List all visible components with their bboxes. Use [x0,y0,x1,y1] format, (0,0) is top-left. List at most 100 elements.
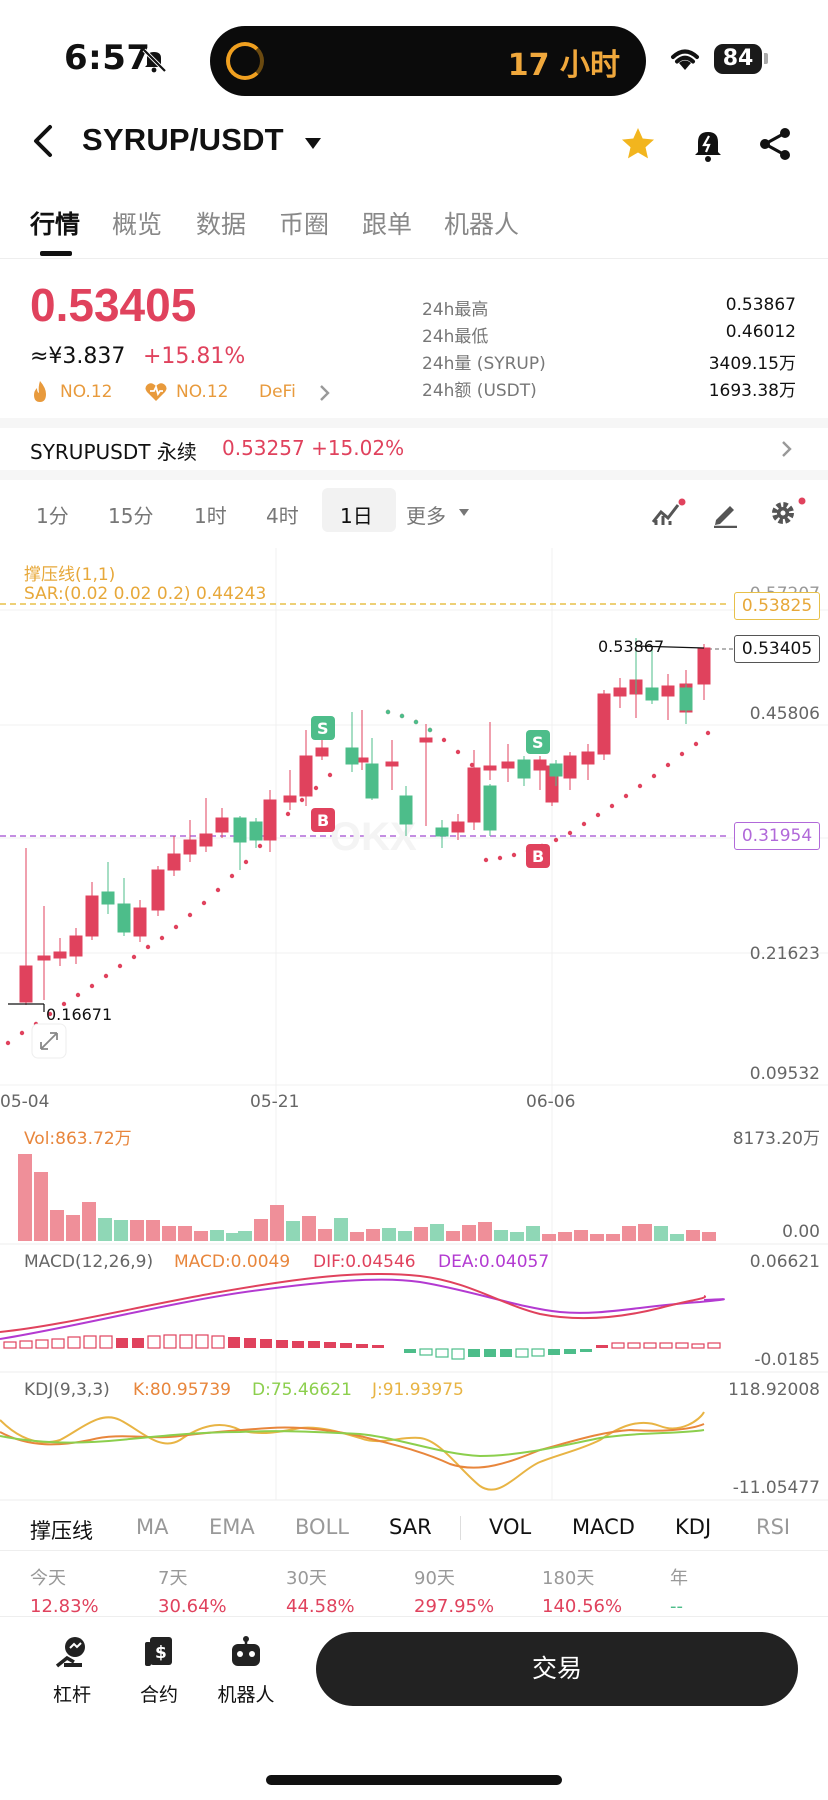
indicator-tab-ma[interactable]: MA [136,1515,169,1539]
dynamic-island[interactable]: 17 小时 [210,26,646,96]
favorite-star-icon[interactable] [618,124,658,164]
interval-1h[interactable]: 1时 [194,504,227,528]
candlestick-chart[interactable]: OKX [0,548,828,1588]
tab-data[interactable]: 数据 [196,210,247,239]
tab-community[interactable]: 币圈 [279,210,330,239]
signal-buy-2[interactable] [526,844,550,868]
indicator-tab-boll[interactable]: BOLL [295,1515,349,1539]
back-arrow-icon[interactable] [30,124,56,158]
signal-sell-2[interactable] [526,730,550,754]
indicator-tab-kdj[interactable]: KDJ [675,1515,712,1539]
stat-value-high: 0.53867 [725,295,796,315]
perpetual-change: +15.02% [311,436,405,460]
category-tag[interactable]: DeFi [259,382,296,402]
signal-sell-1[interactable] [311,716,335,740]
macd-value: MACD:0.0049 [174,1252,291,1272]
y-label-4: 0.09532 [749,1064,820,1084]
signal-sell-2-text: S [532,733,544,752]
share-icon[interactable] [756,124,796,164]
indicator-tab-ema[interactable]: EMA [209,1515,255,1539]
perpetual-name[interactable]: SYRUPUSDT 永续 [30,440,197,464]
macd-min: -0.0185 [754,1350,820,1370]
indicator-tab-macd[interactable]: MACD [572,1515,635,1539]
more-caret-icon[interactable] [459,509,469,516]
current-price-box[interactable]: 0.53405 [734,635,820,663]
interval-4h[interactable]: 4时 [266,504,299,528]
interval-15m[interactable]: 15分 [108,504,154,528]
perf-period-today: 今天 [30,1568,66,1589]
price-alert-icon[interactable] [688,124,728,164]
tab-overview[interactable]: 概览 [112,210,163,239]
perf-value-30d: 44.58% [286,1596,355,1617]
macd-dea: DEA:0.04057 [438,1252,550,1272]
interval-1d[interactable]: 1日 [340,504,373,528]
sar-dots-green [385,709,433,733]
hot-flame-icon [34,381,46,402]
chevron-right-icon[interactable] [318,384,330,402]
macd-histogram [3,1334,721,1360]
candles [19,638,711,1005]
kdj-d: D:75.46621 [252,1380,352,1400]
last-price: 0.53405 [30,279,197,331]
interval-more[interactable]: 更多 [406,504,446,528]
activity-ring-icon [226,42,264,80]
resistance-price-box[interactable]: 0.53825 [734,592,820,620]
tab-copy-trading[interactable]: 跟单 [362,210,413,239]
indicator-tab-vol[interactable]: VOL [489,1515,532,1539]
trade-button[interactable]: 交易 [316,1632,798,1706]
indicator-tab-support[interactable]: 撑压线 [30,1519,93,1543]
favorite-rank-tag[interactable]: NO.12 [176,382,229,402]
active-tab-underline [40,251,72,256]
interval-active-bg [322,488,396,532]
macd-dea-line [0,1278,725,1340]
x-label-3: 06-06 [526,1092,576,1112]
macd-dif-line [0,1273,707,1333]
nav-futures[interactable]: 合约 [139,1684,178,1706]
status-time: 6:57 [64,38,151,78]
tab-market[interactable]: 行情 [30,210,81,239]
signal-markers: S B S B [311,716,550,868]
volume-label: Vol:863.72万 [24,1129,132,1149]
perf-period-30d: 30天 [286,1568,327,1589]
tab-divider [0,258,828,259]
volume-min: 0.00 [782,1222,820,1242]
fullscreen-expand-icon[interactable] [31,1023,67,1059]
nav-leverage[interactable]: 杠杆 [52,1684,91,1706]
section-gap-2 [0,470,828,480]
stat-label-low: 24h最低 [422,327,489,347]
nav-bots[interactable]: 机器人 [217,1684,275,1706]
indicator-divider [0,1550,828,1551]
pair-dropdown-icon[interactable] [305,138,321,149]
pair-title[interactable]: SYRUP/USDT [82,122,284,157]
activity-timer: 17 小时 [507,48,620,83]
support-price-box[interactable]: 0.31954 [734,822,820,850]
signal-buy-1[interactable] [311,808,335,832]
stat-value-volume: 3409.15万 [708,354,796,374]
hot-rank-tag[interactable]: NO.12 [60,382,113,402]
indicator-chart-icon[interactable] [650,498,686,528]
leverage-icon[interactable] [54,1634,90,1670]
indicator-tab-sar[interactable]: SAR [389,1515,432,1539]
settings-gear-icon[interactable] [768,496,808,528]
y-label-2: 0.45806 [749,704,820,724]
signal-sell-1-text: S [317,719,329,738]
price-cny: ≈¥3.837 [30,344,126,369]
high-marker-text: 0.53867 [598,637,664,656]
futures-contract-icon[interactable]: $ [142,1634,176,1670]
sar-label: SAR:(0.02 0.02 0.2) 0.44243 [24,584,267,604]
perf-value-7d: 30.64% [158,1596,227,1617]
draw-pen-icon[interactable] [710,498,740,528]
indicator-tab-rsi[interactable]: RSI [756,1515,791,1539]
macd-dif: DIF:0.04546 [313,1252,416,1272]
interval-1m[interactable]: 1分 [36,504,69,528]
perpetual-price[interactable]: 0.53257 +15.02% [222,436,404,460]
stat-value-turnover: 1693.38万 [708,381,796,401]
kdj-k: K:80.95739 [133,1380,231,1400]
stat-label-high: 24h最高 [422,300,489,320]
tab-bots[interactable]: 机器人 [444,210,520,239]
home-indicator[interactable] [266,1775,562,1785]
signal-buy-2-text: B [532,847,544,866]
trading-bot-icon[interactable] [228,1634,264,1670]
heart-rank-icon [145,383,167,401]
perpetual-chevron-icon[interactable] [780,440,792,458]
